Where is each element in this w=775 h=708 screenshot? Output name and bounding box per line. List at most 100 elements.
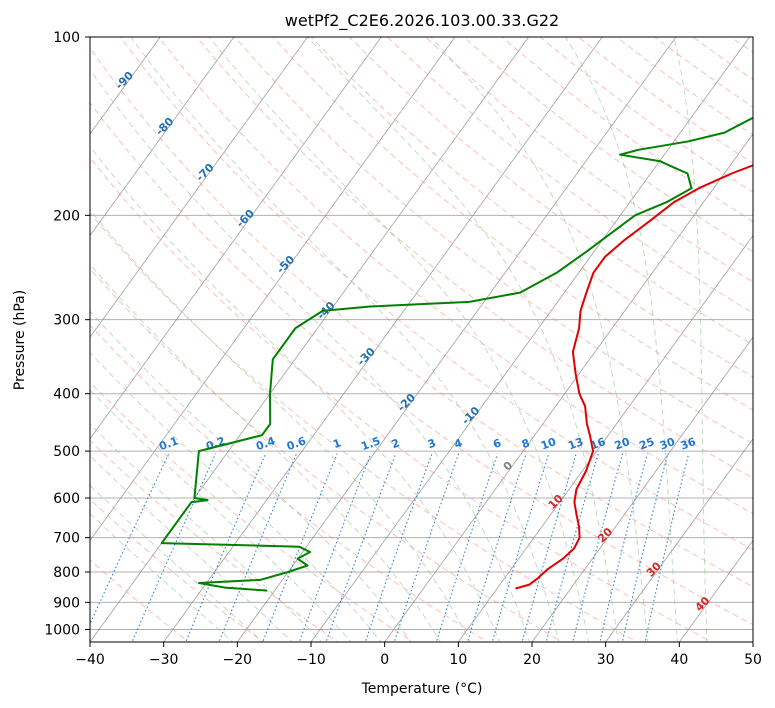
mixing-ratio-line [435,453,498,642]
moist-adiabat-line [90,145,501,642]
dry-adiabat-line [90,157,713,642]
isotherm-line [384,133,753,642]
mixing-ratio-label: 1.5 [359,434,382,453]
mixing-ratio-line [393,453,460,642]
dry-adiabat-line [387,37,753,314]
mixing-ratio-line [545,453,599,642]
dry-adiabat-line [90,324,489,642]
isotherm-line [605,438,753,642]
mixing-ratio-line [621,453,669,642]
y-tick-label: 800 [53,565,80,581]
moist-adiabat-line [90,389,352,642]
plot-frame [89,36,754,643]
dry-adiabat-line [90,268,564,642]
mixing-ratio-label: 13 [566,435,585,452]
mixing-ratio-line [599,453,648,642]
mixing-ratio-label: 6 [491,436,503,451]
moist-adiabat-line [90,209,471,642]
y-tick-label: 1000 [44,622,80,638]
moist-adiabat-line [90,352,382,642]
mixing-ratio-line [364,453,433,642]
isotherm-line [90,37,456,542]
x-tick-label: 30 [597,652,615,668]
temperature-profile-line [515,164,753,590]
mixing-ratio-line [491,453,550,642]
mixing-ratio-label: 0.1 [157,434,180,453]
moist-adiabat-line [90,310,412,642]
mixing-ratio-line [262,453,338,642]
moist-adiabat-line [564,37,678,642]
mixing-ratio-line [185,453,267,642]
x-tick-label: −40 [75,652,105,668]
moist-adiabat-line [307,37,619,642]
moist-adiabat-line [90,454,293,642]
isotherm-line [531,336,753,642]
dry-adiabat-line [90,102,753,626]
mixing-ratio-label: 1 [331,436,343,451]
x-axis: −40 −30 −20 −10 0 10 20 30 40 50 [75,642,762,668]
mixing-ratio-label: 20 [613,435,632,453]
moist-adiabat-line [673,37,708,642]
mixing-ratio-label: 0.4 [254,434,277,453]
y-tick-label: 500 [53,444,80,460]
mixing-ratio-label: 4 [453,436,465,451]
data-lines [160,116,753,592]
mixing-ratio-label: 0.6 [285,434,308,453]
dry-adiabat-line [769,37,775,644]
moist-adiabat-line [430,37,649,642]
y-tick-label: 400 [53,387,80,403]
mixing-ratio-line [131,453,217,642]
moist-adiabat-line [130,37,560,642]
dry-adiabat-line [349,37,753,346]
x-axis-label: Temperature (°C) [361,681,483,697]
mixing-ratio-line [298,453,372,642]
isotherm-line [90,37,161,135]
moist-adiabat-line [90,69,530,642]
x-tick-label: 20 [523,652,541,668]
x-tick-label: 0 [380,652,389,668]
dry-adiabat-line [90,47,753,588]
dry-adiabat-line [90,439,340,642]
isotherm-line [310,37,751,642]
mixing-ratio-label: 3 [426,436,438,451]
isotherm-line [752,641,753,642]
x-tick-label: −10 [296,652,326,668]
dry-adiabat-line [158,37,753,515]
dry-adiabat-line [196,37,753,479]
y-tick-label: 900 [53,595,80,611]
mixing-ratio-line [325,453,397,642]
mixing-ratio-line [467,453,527,642]
y-tick-label: 600 [53,491,80,507]
dry-adiabat-line [90,381,414,642]
mixing-ratio-label: 8 [520,436,532,451]
x-tick-label: 50 [744,652,762,668]
dry-adiabat-line [90,498,265,642]
mixing-ratio-label: 2 [390,436,402,451]
mixing-ratio-label: 25 [637,435,656,452]
mixing-ratio-line [218,453,297,642]
mixing-ratio-label: 30 [658,435,677,453]
dry-adiabat-line [90,212,638,642]
mixing-ratio-label: 36 [679,435,698,453]
y-tick-label: 300 [53,313,80,329]
mixing-ratio-line [572,453,624,642]
y-tick-label: 100 [53,30,80,46]
plot-area [90,37,753,642]
isotherm-line [90,37,382,440]
moist-adiabat-line [90,513,234,642]
x-tick-label: 10 [449,652,467,668]
x-tick-label: 40 [670,652,688,668]
dewpoint-profile-line [160,116,753,592]
isotherm-line [457,234,753,642]
mixing-ratio-label: 10 [539,435,558,453]
isotherm-line [163,37,603,642]
x-tick-label: −30 [149,652,179,668]
y-tick-label: 200 [53,208,80,224]
moist-adiabat-line [90,484,264,642]
moist-adiabat-line [208,37,590,642]
isotherm-line [90,37,309,338]
x-tick-label: −20 [223,652,253,668]
background-lines [90,37,775,644]
moist-adiabat-line [90,263,441,642]
